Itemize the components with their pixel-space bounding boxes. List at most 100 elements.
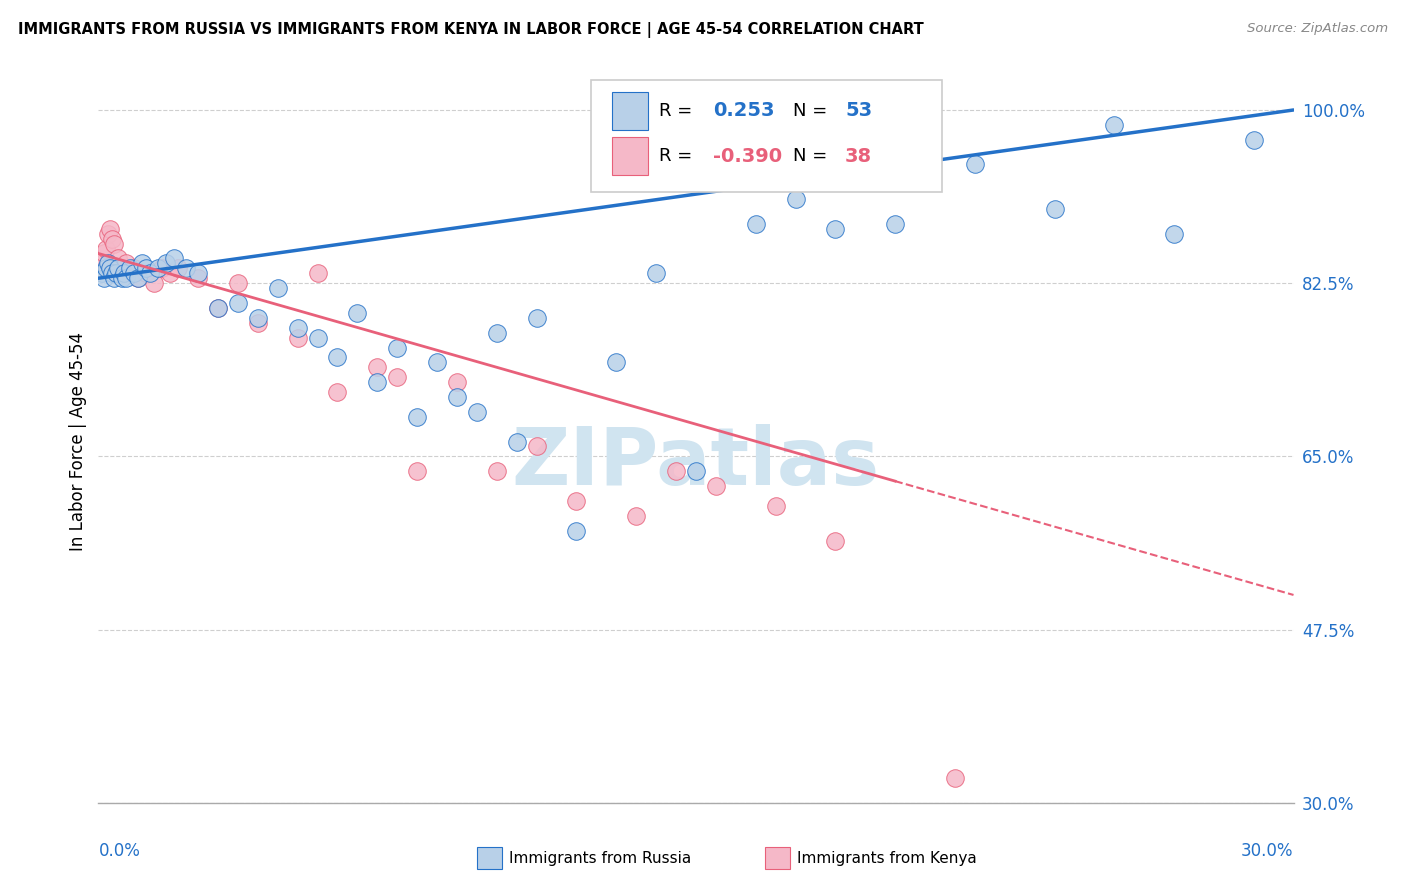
Point <box>103 236 125 251</box>
Point <box>943 771 966 785</box>
Point <box>426 355 449 369</box>
Point <box>127 271 149 285</box>
Point <box>159 266 181 280</box>
Point <box>167 261 190 276</box>
Point <box>287 320 309 334</box>
Point <box>91 256 114 270</box>
Text: N =: N = <box>793 102 832 120</box>
Point <box>645 266 668 280</box>
Text: 30.0%: 30.0% <box>1241 842 1294 860</box>
Point <box>326 385 349 400</box>
Point <box>115 256 138 270</box>
Point <box>93 246 115 260</box>
Point <box>124 261 146 276</box>
Point <box>226 276 249 290</box>
Point <box>1163 227 1185 241</box>
Text: 0.253: 0.253 <box>713 102 775 120</box>
Point <box>326 351 349 365</box>
Point <box>565 524 588 538</box>
Point <box>135 266 157 280</box>
Text: IMMIGRANTS FROM RUSSIA VS IMMIGRANTS FROM KENYA IN LABOR FORCE | AGE 45-54 CORRE: IMMIGRANTS FROM RUSSIA VS IMMIGRANTS FRO… <box>18 22 924 38</box>
Point <box>485 464 508 478</box>
Point <box>112 266 135 280</box>
Point <box>96 261 118 276</box>
Point <box>127 271 149 285</box>
Point <box>1043 202 1066 216</box>
Point <box>135 261 157 276</box>
Point <box>163 252 186 266</box>
Point <box>97 227 120 241</box>
Point <box>97 256 120 270</box>
Text: 0.0%: 0.0% <box>98 842 141 860</box>
Point <box>824 221 846 235</box>
Point <box>155 256 177 270</box>
Point <box>406 409 429 424</box>
Point <box>307 330 329 344</box>
Point <box>105 266 128 280</box>
Point <box>143 276 166 290</box>
Point <box>207 301 229 315</box>
Point <box>526 310 548 325</box>
Point <box>187 271 209 285</box>
Point <box>91 266 114 280</box>
Point <box>107 252 129 266</box>
Point <box>96 242 118 256</box>
Point <box>124 266 146 280</box>
Point <box>111 271 134 285</box>
Point <box>366 360 388 375</box>
Point <box>267 281 290 295</box>
Point <box>884 217 907 231</box>
Point <box>107 261 129 276</box>
Point <box>626 508 648 523</box>
Point <box>465 405 488 419</box>
Y-axis label: In Labor Force | Age 45-54: In Labor Force | Age 45-54 <box>69 332 87 551</box>
Point <box>1104 118 1126 132</box>
Point <box>406 464 429 478</box>
Point <box>346 306 368 320</box>
Point <box>111 261 134 276</box>
Point <box>446 390 468 404</box>
Point <box>101 266 124 280</box>
Point <box>824 533 846 548</box>
Point <box>226 296 249 310</box>
Point <box>963 157 986 171</box>
Point <box>98 221 122 235</box>
Point <box>526 440 548 454</box>
Text: -0.390: -0.390 <box>713 146 782 166</box>
Text: 53: 53 <box>845 102 872 120</box>
Text: N =: N = <box>793 147 832 165</box>
Point <box>207 301 229 315</box>
Point <box>115 271 138 285</box>
Point <box>745 217 768 231</box>
Point <box>101 232 124 246</box>
Point <box>704 479 727 493</box>
Point <box>385 341 409 355</box>
Point <box>565 494 588 508</box>
Point <box>246 310 269 325</box>
Text: R =: R = <box>659 102 699 120</box>
Point <box>131 256 153 270</box>
Point <box>139 266 162 280</box>
Point <box>150 261 173 276</box>
Point <box>685 464 707 478</box>
Point <box>103 271 125 285</box>
Point <box>366 375 388 389</box>
Point <box>246 316 269 330</box>
Point <box>385 370 409 384</box>
Point <box>446 375 468 389</box>
Point <box>287 330 309 344</box>
Point <box>765 499 787 513</box>
Text: R =: R = <box>659 147 699 165</box>
Point <box>506 434 529 449</box>
Text: Immigrants from Kenya: Immigrants from Kenya <box>797 851 977 865</box>
Point <box>174 261 197 276</box>
Point <box>1243 133 1265 147</box>
Text: 38: 38 <box>845 146 872 166</box>
Point <box>148 261 170 276</box>
Point <box>307 266 329 280</box>
Point <box>605 355 627 369</box>
Point <box>93 271 115 285</box>
Point <box>120 261 142 276</box>
Text: ZIPatlas: ZIPatlas <box>512 425 880 502</box>
Point <box>98 261 122 276</box>
